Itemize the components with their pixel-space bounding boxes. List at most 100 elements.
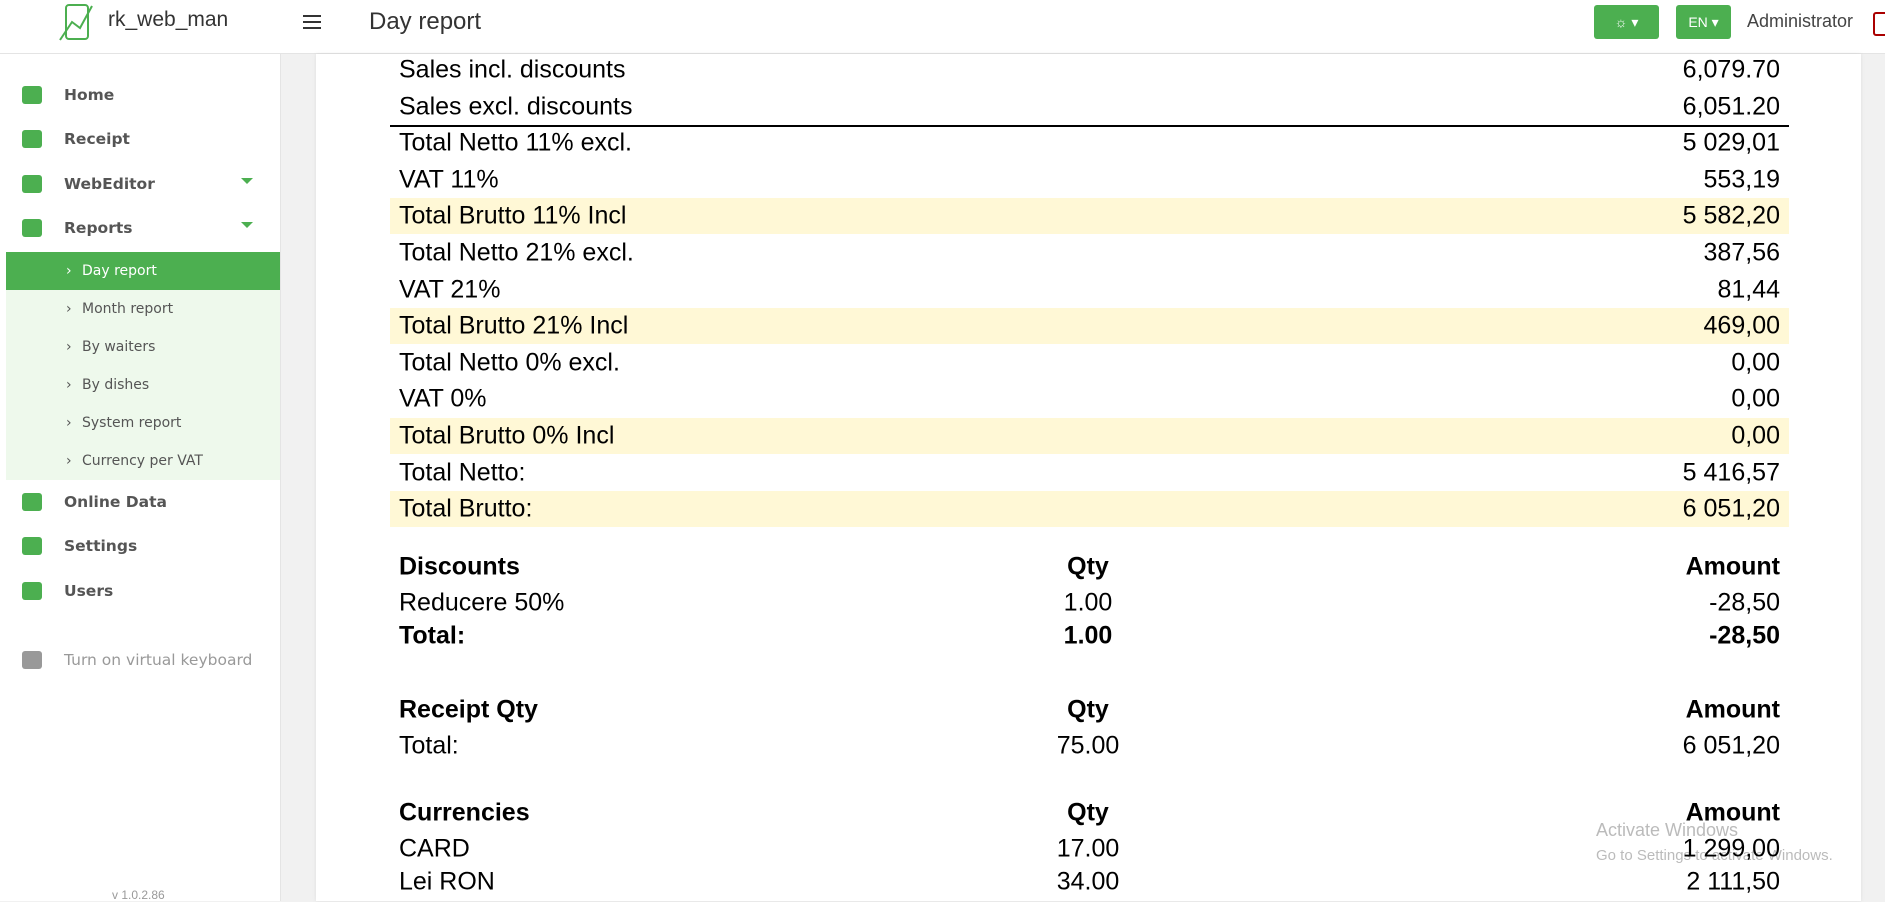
- summary-row: Total Netto 11% excl. 5 029,01: [390, 125, 1789, 161]
- menu-item[interactable]: Receipt: [64, 130, 130, 148]
- row-label: Sales excl. discounts: [399, 92, 633, 121]
- row-value: 5 582,20: [1682, 201, 1780, 230]
- row-value: 6,079.70: [1682, 55, 1780, 84]
- row-value: 0,00: [1731, 421, 1780, 450]
- language: EN: [1688, 14, 1708, 30]
- row-value: 6 051,20: [1682, 494, 1780, 523]
- keyboard-toggle[interactable]: Turn on virtual keyboard: [64, 651, 253, 669]
- summary-row: Total Netto: 5 416,57: [390, 455, 1789, 491]
- chevron: ›: [66, 415, 72, 431]
- row-label: VAT 21%: [399, 275, 501, 304]
- chevron: ›: [66, 453, 72, 469]
- section-row: CARD 17.00 1 299,00: [390, 831, 1789, 867]
- row-label: Total Netto 0% excl.: [399, 348, 620, 377]
- column-header: Receipt Qty: [399, 695, 538, 724]
- submenu-label: System report: [82, 415, 182, 431]
- section-row: Total: 75.00 6 051,20: [390, 728, 1789, 764]
- row-value: 5 416,57: [1682, 458, 1780, 487]
- row-value: 0,00: [1731, 384, 1780, 413]
- watermark-title: Activate Windows: [1596, 820, 1739, 840]
- menu-item[interactable]: Reports: [64, 219, 133, 237]
- submenu-item[interactable]: › Month report: [6, 290, 280, 328]
- cell: 1 299,00: [1682, 834, 1780, 863]
- chevron: ›: [66, 377, 72, 393]
- cell: 6 051,20: [1682, 731, 1780, 760]
- row-value: 469,00: [1703, 311, 1780, 340]
- row-value: 553,19: [1703, 165, 1780, 194]
- header: rk_web_man Day report ☼ ▾ EN ▾ Administr…: [0, 0, 1885, 54]
- cell: 34.00: [1056, 867, 1120, 896]
- column-header: Qty: [1067, 798, 1109, 827]
- report-panel: [316, 54, 1861, 901]
- menu-item[interactable]: WebEditor: [64, 175, 155, 193]
- menu-item[interactable]: Users: [64, 582, 114, 600]
- column-header: Amount: [1685, 552, 1780, 581]
- user-name[interactable]: Administrator: [1747, 11, 1854, 31]
- submenu-label: By waiters: [82, 339, 156, 355]
- watermark-text: Go to Settings to activate Windows.: [1596, 847, 1833, 864]
- language-button[interactable]: EN ▾: [1676, 5, 1731, 39]
- row-value: 387,56: [1703, 238, 1780, 267]
- summary-row: VAT 21% 81,44: [390, 272, 1789, 308]
- column-header: Amount: [1685, 798, 1780, 827]
- cell: Lei RON: [399, 867, 495, 896]
- separator: [390, 125, 1789, 127]
- theme-button[interactable]: ☼ ▾: [1594, 5, 1659, 39]
- row-label: Total Brutto:: [399, 494, 533, 523]
- row-value: 6,051.20: [1682, 92, 1780, 121]
- submenu-item[interactable]: › By dishes: [6, 366, 280, 404]
- keyboard-icon: [22, 651, 42, 669]
- cell: -28,50: [1709, 588, 1780, 617]
- submenu-item[interactable]: › Day report: [6, 252, 280, 290]
- cell: Total:: [399, 731, 459, 760]
- row-label: Total Netto 11% excl.: [399, 128, 632, 157]
- menu-icon: [22, 537, 42, 555]
- chevron: ›: [66, 263, 72, 279]
- submenu-label: Currency per VAT: [82, 453, 203, 469]
- submenu-item[interactable]: › Currency per VAT: [6, 442, 280, 480]
- menu-icon: [22, 86, 42, 104]
- expand-caret: [241, 222, 253, 228]
- summary-row: Sales excl. discounts 6,051.20: [390, 89, 1789, 125]
- column-header: Amount: [1685, 695, 1780, 724]
- column-header: Discounts: [399, 552, 520, 581]
- row-label: Total Brutto 21% Incl: [399, 311, 629, 340]
- menu-toggle[interactable]: [303, 13, 323, 31]
- section-header: Receipt Qty Qty Amount: [390, 692, 1789, 728]
- column-header: Currencies: [399, 798, 530, 827]
- row-label: Total Brutto 0% Incl: [399, 421, 615, 450]
- summary-row: Total Netto 21% excl. 387,56: [390, 235, 1789, 271]
- submenu-label: Day report: [82, 263, 157, 279]
- row-label: Total Netto 21% excl.: [399, 238, 634, 267]
- row-label: Total Brutto 11% Incl: [399, 201, 627, 230]
- section-total: Total: 1.00 -28,50: [390, 618, 1789, 654]
- menu-item[interactable]: Settings: [64, 537, 138, 555]
- logo: [59, 4, 93, 41]
- row-label: Total Netto:: [399, 458, 526, 487]
- menu-item[interactable]: Home: [64, 86, 115, 104]
- row-label: Sales incl. discounts: [399, 55, 626, 84]
- submenu-label: By dishes: [82, 377, 150, 393]
- section-header: Currencies Qty Amount: [390, 795, 1789, 831]
- menu-item[interactable]: Online Data: [64, 493, 167, 511]
- submenu-item[interactable]: › By waiters: [6, 328, 280, 366]
- version: v 1.0.2.86: [112, 888, 165, 902]
- chevron: ›: [66, 301, 72, 317]
- column-header: Qty: [1067, 695, 1109, 724]
- summary-row: Total Netto 0% excl. 0,00: [390, 345, 1789, 381]
- summary-row: Total Brutto: 6 051,20: [390, 491, 1789, 528]
- submenu-item[interactable]: › System report: [6, 404, 280, 442]
- summary-row: VAT 0% 0,00: [390, 381, 1789, 417]
- menu-icon: [22, 219, 42, 237]
- summary-row: Total Brutto 11% Incl 5 582,20: [390, 198, 1789, 235]
- summary-row: Total Brutto 21% Incl 469,00: [390, 308, 1789, 345]
- summary-row: VAT 11% 553,19: [390, 162, 1789, 198]
- chevron: ›: [66, 339, 72, 355]
- logout-button[interactable]: [1873, 12, 1885, 36]
- menu-icon: [22, 582, 42, 600]
- row-label: VAT 0%: [399, 384, 487, 413]
- cell: 17.00: [1056, 834, 1120, 863]
- menu-icon: [22, 493, 42, 511]
- summary-row: Total Brutto 0% Incl 0,00: [390, 418, 1789, 454]
